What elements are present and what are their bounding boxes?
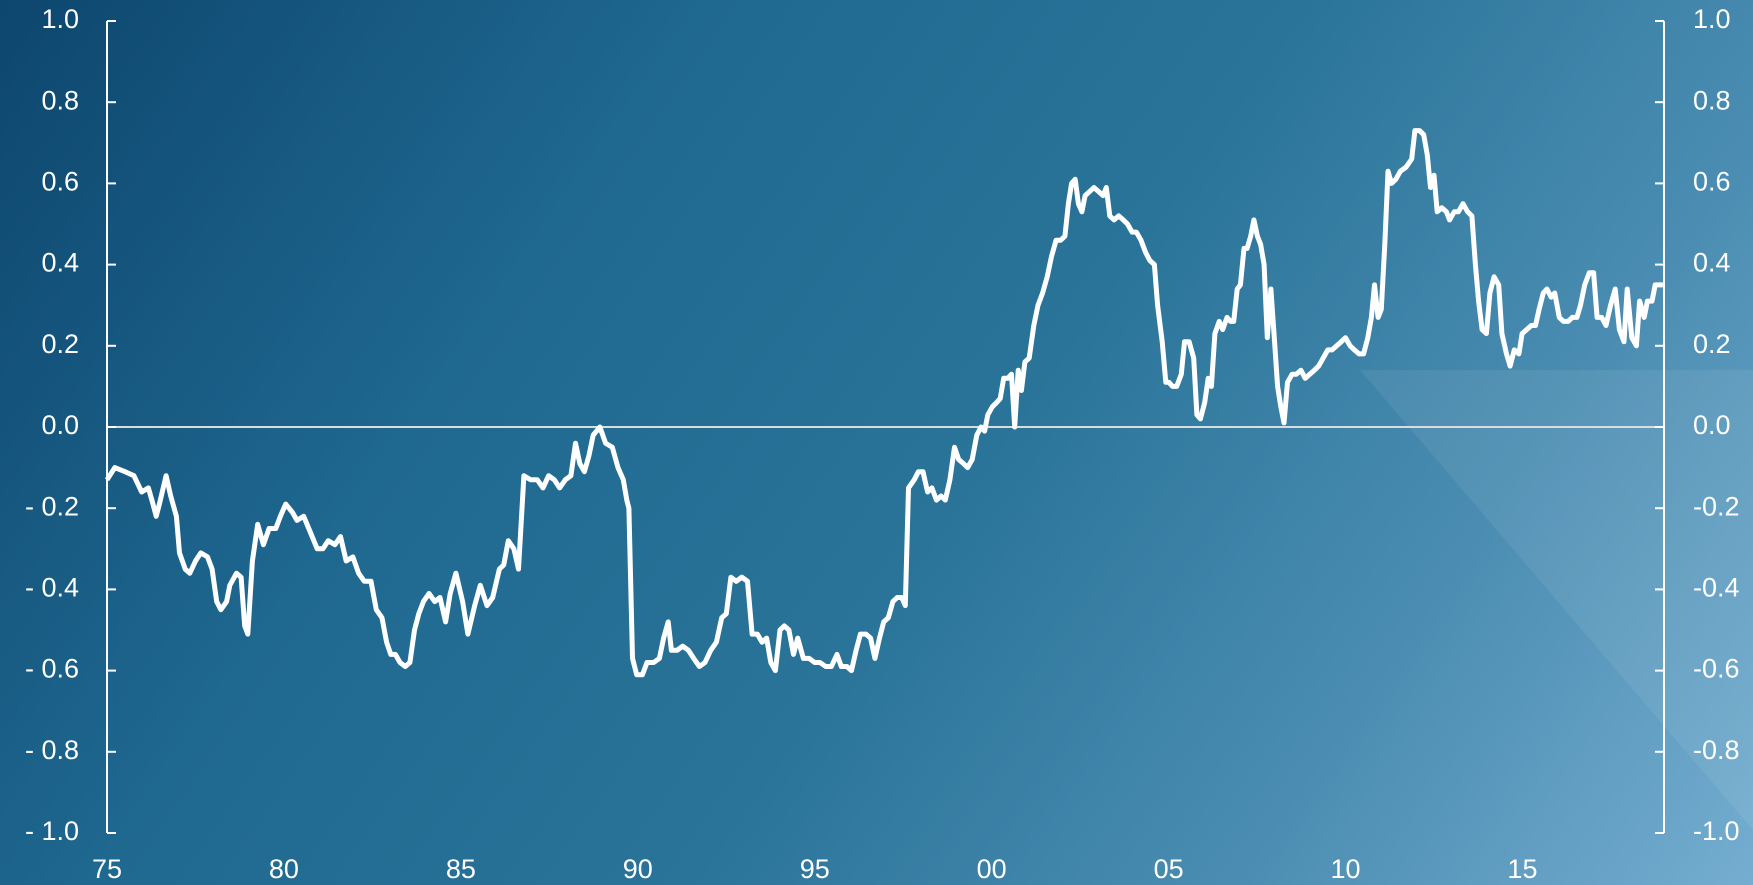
y2-tick-label: -0.4 (1693, 573, 1740, 603)
x-tick-label: 15 (1507, 854, 1537, 884)
x-tick-label: 05 (1154, 854, 1184, 884)
x-tick-label: 00 (977, 854, 1007, 884)
y2-tick-label: 0.6 (1693, 167, 1731, 197)
y-tick-label: - 0.4 (25, 573, 79, 603)
y-tick-label: 0.4 (41, 248, 79, 278)
y2-tick-label: -0.6 (1693, 654, 1740, 684)
y2-tick-label: 0.4 (1693, 248, 1731, 278)
y2-tick-label: 0.2 (1693, 329, 1731, 359)
y2-tick-label: 1.0 (1693, 4, 1731, 34)
y-tick-label: 0.0 (41, 410, 79, 440)
x-tick-label: 95 (800, 854, 830, 884)
x-tick-label: 85 (446, 854, 476, 884)
y-tick-label: - 0.6 (25, 654, 79, 684)
background-highlight (1360, 370, 1753, 830)
y2-tick-label: -0.2 (1693, 491, 1740, 521)
y-tick-label: - 0.8 (25, 735, 79, 765)
data-line (104, 128, 1663, 678)
y-tick-label: 0.2 (41, 329, 79, 359)
y2-tick-label: -0.8 (1693, 735, 1740, 765)
x-tick-label: 10 (1330, 854, 1360, 884)
y-tick-label: - 1.0 (25, 816, 79, 846)
y-tick-label: - 0.2 (25, 491, 79, 521)
y2-tick-label: 0.8 (1693, 85, 1731, 115)
y-tick-label: 0.6 (41, 167, 79, 197)
x-tick-label: 75 (92, 854, 122, 884)
x-tick-label: 90 (623, 854, 653, 884)
y2-tick-label: -1.0 (1693, 816, 1740, 846)
y-tick-label: 1.0 (41, 4, 79, 34)
y-tick-label: 0.8 (41, 85, 79, 115)
x-tick-label: 80 (269, 854, 299, 884)
y2-tick-label: 0.0 (1693, 410, 1731, 440)
